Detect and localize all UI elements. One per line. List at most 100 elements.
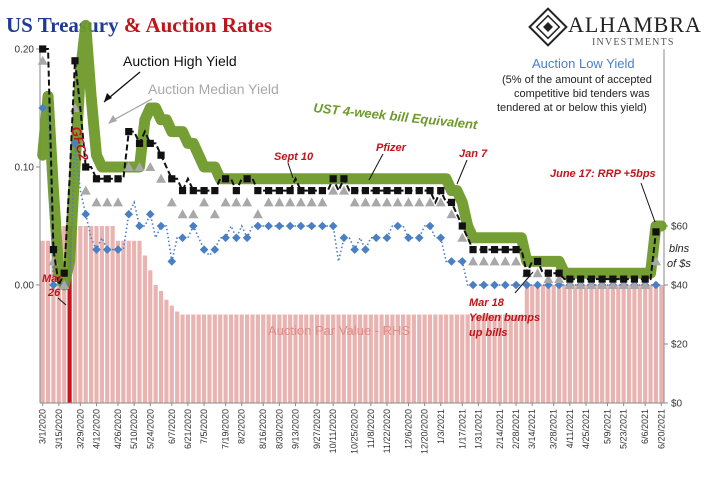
high-yield-point xyxy=(598,275,606,283)
high-yield-point xyxy=(469,246,477,254)
par-value-bar xyxy=(497,314,503,403)
par-value-bar xyxy=(540,285,546,403)
median-yield-point xyxy=(640,280,651,289)
low-yield-point xyxy=(339,233,349,243)
low-yield-point xyxy=(511,280,521,290)
par-value-bar xyxy=(288,314,293,403)
right-tick-label: $40 xyxy=(671,281,688,292)
low-yield-point xyxy=(468,280,478,290)
annotation-pfizer: Pfizer xyxy=(376,142,407,154)
median-yield-point xyxy=(123,162,134,171)
median-yield-point xyxy=(618,280,629,289)
axes: 0.00 0.10 0.20 $0 $20 $40 $60 3/1/2020 3/15/2020… xyxy=(15,45,689,455)
par-value-bar xyxy=(56,240,61,403)
median-yield-point xyxy=(188,209,199,219)
par-value-bar xyxy=(245,314,250,403)
par-value-bar xyxy=(261,314,266,403)
x-tick-label: 6/6/2021 xyxy=(640,409,650,444)
high-yield-point xyxy=(286,187,294,195)
annotation-mar26-line1: Mar xyxy=(42,273,62,285)
low-yield-point xyxy=(242,233,252,243)
par-value-bar xyxy=(169,305,174,403)
par-value-bar xyxy=(250,314,255,403)
high-yield-point xyxy=(178,187,187,195)
low-yield-point xyxy=(414,233,424,243)
par-value-bar xyxy=(363,314,368,403)
par-value-bar xyxy=(357,314,363,403)
high-yield-point xyxy=(372,187,380,195)
median-yield-point xyxy=(468,256,479,266)
left-tick-label: 0.00 xyxy=(15,281,35,292)
par-value-bar xyxy=(309,314,314,403)
median-yield-point xyxy=(295,197,306,207)
par-value-bar xyxy=(535,285,540,403)
par-value-bar xyxy=(255,314,260,403)
annotation-jan7: Jan 7 xyxy=(459,148,488,160)
par-value-bar xyxy=(648,285,653,403)
low-yield-point xyxy=(232,233,241,243)
median-yield-point xyxy=(328,185,339,195)
low-yield-point xyxy=(38,103,47,113)
mar26-arrow xyxy=(57,297,67,306)
high-yield-point xyxy=(490,246,499,254)
left-tick-label: 0.20 xyxy=(15,45,35,56)
x-tick-label: 4/12/2020 xyxy=(91,409,101,449)
x-tick-label: 1/17/2021 xyxy=(457,409,467,449)
high-yield-arrowhead xyxy=(104,93,112,102)
low-yield-point xyxy=(178,233,187,243)
par-value-bar xyxy=(105,226,110,403)
par-value-bar xyxy=(659,285,664,403)
par-value-bar xyxy=(433,314,438,403)
high-yield-point xyxy=(221,175,230,183)
jan7-arrow xyxy=(456,159,468,185)
x-tick-label: 12/20/2020 xyxy=(420,409,430,454)
par-value-bar xyxy=(115,240,121,403)
par-value-bars xyxy=(40,226,664,403)
median-yield-point xyxy=(392,197,403,207)
median-yield-point xyxy=(543,274,554,284)
median-yield-point xyxy=(209,209,220,219)
par-value-bar xyxy=(201,314,207,403)
low-yield-point xyxy=(285,221,295,231)
par-value-bar xyxy=(277,314,282,403)
par-value-bar xyxy=(589,285,594,403)
par-value-bar xyxy=(503,314,508,403)
right-tick-label: $60 xyxy=(671,222,688,233)
par-value-bar xyxy=(524,285,529,403)
par-value-bar xyxy=(196,314,201,403)
high-yield-point xyxy=(92,175,101,183)
high-yield-point xyxy=(340,175,348,183)
high-yield-point xyxy=(512,246,520,254)
june17-arrow xyxy=(640,182,656,223)
high-yield-point xyxy=(533,257,542,265)
high-yield-point xyxy=(609,275,617,283)
high-yield-point xyxy=(351,187,359,195)
x-tick-label: 10/11/2020 xyxy=(328,409,338,453)
par-value-bar xyxy=(626,285,632,403)
annotation-median-yield: Auction Median Yield xyxy=(148,81,279,97)
low-yield-point xyxy=(81,209,91,219)
series-layer xyxy=(37,19,667,291)
high-yield-point xyxy=(39,45,47,53)
low-yield-point xyxy=(70,139,80,148)
high-yield-point xyxy=(82,163,90,171)
logo-name: ALHAMBRA xyxy=(568,12,702,37)
low-yield-point xyxy=(275,221,284,231)
low-yield-point xyxy=(425,221,435,231)
low-yield-point xyxy=(436,233,446,243)
par-value-bar xyxy=(643,285,648,403)
median-yield-arrow xyxy=(109,98,153,123)
par-value-bar xyxy=(454,314,459,403)
mar18-arrow xyxy=(514,271,534,294)
par-value-bar xyxy=(320,314,325,403)
par-value-bar xyxy=(191,314,196,403)
par-value-bar xyxy=(341,314,347,403)
high-yield-point xyxy=(577,275,585,283)
sept10-arrow xyxy=(287,162,294,179)
median-yield-point xyxy=(37,55,48,65)
annotation-sept10: Sept 10 xyxy=(274,151,314,163)
median-yield-point xyxy=(425,197,435,207)
x-tick-label: 1/31/2021 xyxy=(473,409,483,449)
par-value-bar xyxy=(368,314,373,403)
